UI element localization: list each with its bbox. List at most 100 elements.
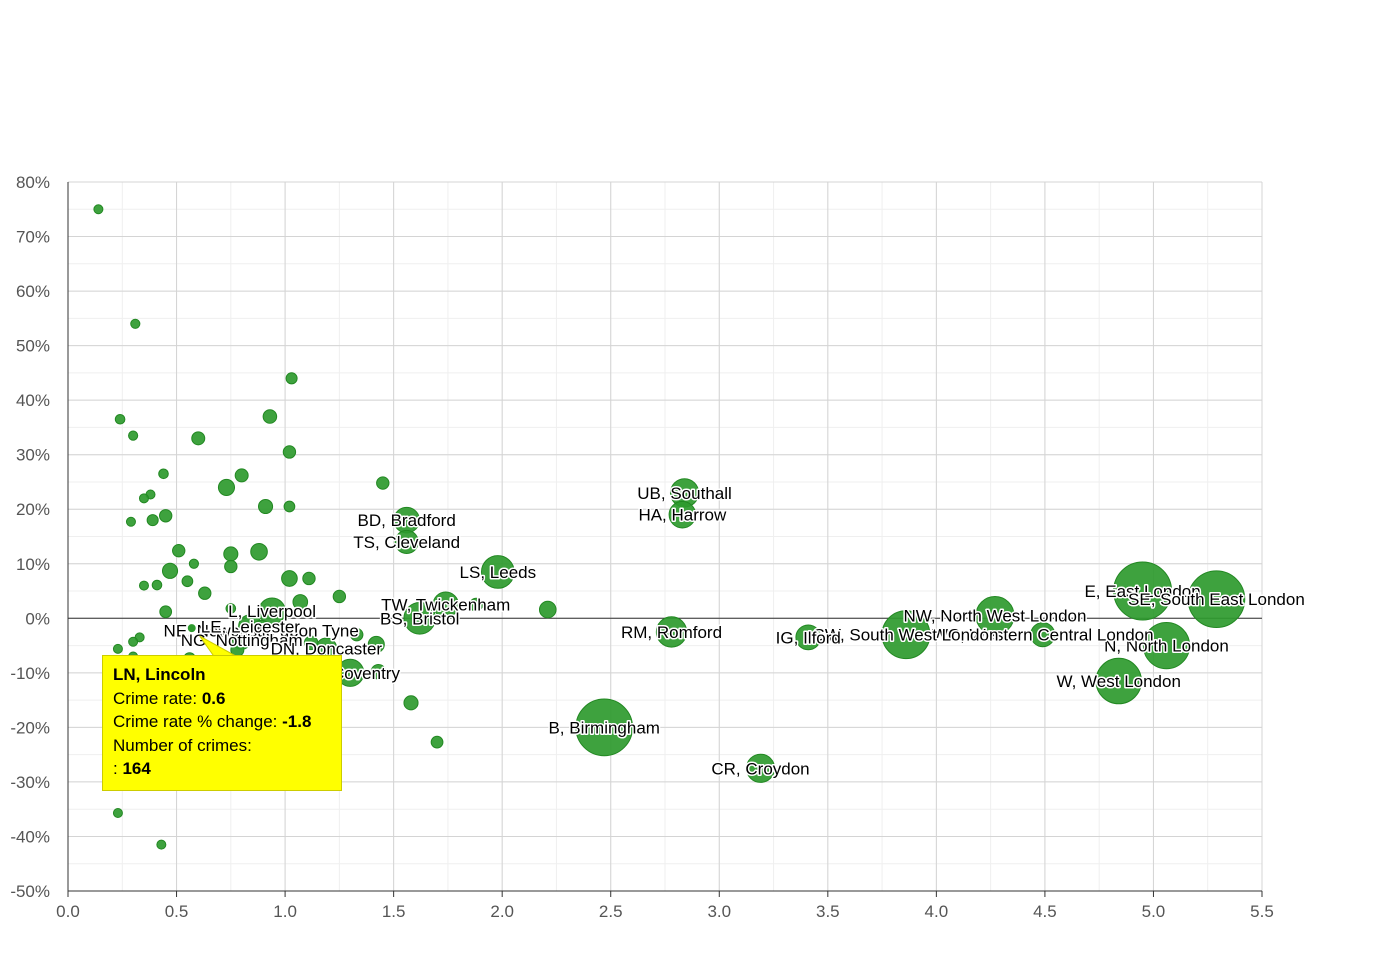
- x-tick-label: 2.5: [599, 902, 623, 921]
- bubble-label: IG, Ilford: [776, 628, 841, 647]
- bubble-ne[interactable]: [250, 619, 272, 641]
- bubble-label: E, East London: [1084, 582, 1200, 601]
- bubble[interactable]: [93, 204, 104, 215]
- x-tick-label: 1.5: [382, 902, 406, 921]
- x-tick-label: 5.5: [1250, 902, 1274, 921]
- bubble[interactable]: [302, 571, 316, 586]
- y-tick-label: 0%: [25, 609, 50, 628]
- bubble-nw[interactable]: [975, 596, 1015, 636]
- bubble[interactable]: [376, 476, 390, 490]
- y-tick-label: -30%: [10, 773, 50, 792]
- y-tick-label: 20%: [16, 500, 50, 519]
- bubble[interactable]: [172, 543, 186, 558]
- bubble[interactable]: [350, 627, 364, 642]
- bubble-label: BS, Bristol: [380, 609, 459, 628]
- bubble-label: CR, Croydon: [711, 759, 809, 778]
- bubble-sw[interactable]: [881, 610, 931, 660]
- bubble[interactable]: [223, 546, 239, 562]
- bubble-tw[interactable]: [432, 591, 459, 618]
- tooltip-count-label: Number of crimes:: [113, 735, 252, 755]
- bubble[interactable]: [250, 542, 268, 561]
- tooltip-title: LN, Lincoln: [113, 663, 331, 687]
- bubble[interactable]: [224, 559, 238, 574]
- bubble-l[interactable]: [258, 597, 286, 625]
- bubble[interactable]: [159, 605, 173, 619]
- bubble[interactable]: [146, 514, 159, 527]
- bubble[interactable]: [234, 468, 249, 483]
- bubble[interactable]: [114, 413, 126, 425]
- tooltip-count-row: : 164: [113, 757, 331, 781]
- bubble[interactable]: [128, 636, 139, 647]
- bubble[interactable]: [159, 509, 173, 523]
- tooltip-count-label-row: Number of crimes:: [113, 734, 331, 758]
- bubble-cr[interactable]: [745, 753, 776, 783]
- bubble-ha[interactable]: [668, 500, 697, 529]
- bubble[interactable]: [281, 570, 298, 587]
- bubble-e[interactable]: [1113, 561, 1173, 621]
- y-tick-label: 50%: [16, 337, 50, 356]
- bubble[interactable]: [282, 445, 297, 459]
- y-tick-label: 80%: [16, 173, 50, 192]
- x-tick-label: 5.0: [1142, 902, 1166, 921]
- bubble-wc[interactable]: [1030, 622, 1056, 648]
- bubble[interactable]: [303, 635, 319, 651]
- bubble-ln[interactable]: [185, 622, 198, 635]
- bubble-n[interactable]: [1142, 621, 1191, 670]
- bubble-se[interactable]: [1187, 570, 1246, 629]
- bubble[interactable]: [138, 493, 149, 504]
- y-tick-label: 40%: [16, 391, 50, 410]
- bubble[interactable]: [112, 643, 123, 654]
- bubble[interactable]: [198, 586, 212, 600]
- bubble-label: NE, Newcastle upon Tyne: [164, 621, 359, 640]
- tooltip-rate-label: Crime rate:: [113, 688, 198, 708]
- bubble[interactable]: [367, 635, 385, 654]
- bubble[interactable]: [538, 600, 557, 619]
- bubble[interactable]: [285, 372, 298, 385]
- x-tick-label: 3.0: [707, 902, 731, 921]
- x-tick-label: 0.5: [165, 902, 189, 921]
- bubble[interactable]: [125, 516, 136, 527]
- bubble[interactable]: [262, 409, 278, 424]
- bubble[interactable]: [158, 468, 169, 480]
- bubble[interactable]: [151, 579, 163, 591]
- bubble[interactable]: [188, 558, 199, 569]
- bubble[interactable]: [403, 695, 419, 711]
- bubble[interactable]: [292, 594, 309, 610]
- bubble[interactable]: [161, 562, 179, 579]
- bubble-label: TS, Cleveland: [353, 533, 460, 552]
- bubble-b[interactable]: [575, 698, 634, 757]
- bubble-label: HA, Harrow: [638, 506, 727, 525]
- bubble-w[interactable]: [1095, 657, 1142, 705]
- bubble[interactable]: [191, 431, 206, 446]
- tooltip-rate-row: Crime rate: 0.6: [113, 687, 331, 711]
- bubble[interactable]: [156, 839, 167, 850]
- bubble[interactable]: [112, 808, 123, 819]
- bubble-ls[interactable]: [480, 555, 515, 589]
- bubble[interactable]: [138, 580, 149, 591]
- bubble[interactable]: [332, 589, 347, 604]
- bubble-ig[interactable]: [795, 624, 822, 651]
- bubble-label: B, Birmingham: [548, 718, 659, 737]
- bubble-label: RM, Romford: [621, 623, 722, 642]
- bubble[interactable]: [130, 318, 141, 329]
- bubble[interactable]: [258, 498, 274, 515]
- bubble[interactable]: [181, 575, 194, 588]
- x-tick-label: 1.0: [273, 902, 297, 921]
- tooltip-change-label: Crime rate % change:: [113, 712, 278, 731]
- bubble[interactable]: [430, 735, 444, 749]
- y-tick-label: -20%: [10, 718, 50, 737]
- bubble[interactable]: [283, 500, 296, 513]
- bubble[interactable]: [128, 430, 139, 441]
- bubble-bs[interactable]: [403, 602, 436, 635]
- x-tick-label: 4.0: [925, 902, 949, 921]
- bubble[interactable]: [225, 603, 237, 614]
- bubble-ts[interactable]: [394, 529, 419, 555]
- bubble[interactable]: [469, 597, 484, 612]
- y-tick-label: -40%: [10, 827, 50, 846]
- bubble-label: LS, Leeds: [460, 563, 537, 582]
- bubble-rm[interactable]: [655, 616, 688, 648]
- bubble[interactable]: [217, 478, 236, 496]
- tooltip: LN, Lincoln Crime rate: 0.6 Crime rate %…: [102, 655, 342, 791]
- bubble[interactable]: [370, 663, 387, 680]
